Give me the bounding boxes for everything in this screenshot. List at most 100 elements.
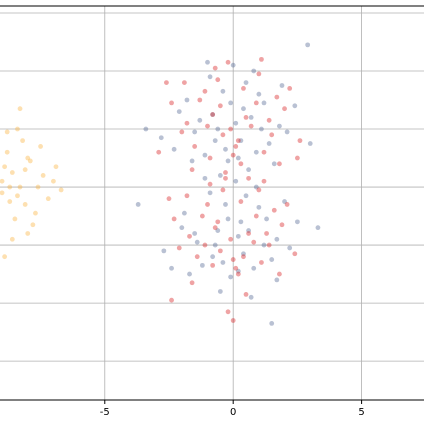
point: [30, 222, 36, 228]
point: [212, 138, 218, 144]
point: [264, 216, 269, 222]
point: [246, 228, 251, 233]
point: [58, 187, 64, 193]
point: [2, 254, 8, 260]
point: [158, 135, 164, 141]
point: [225, 59, 231, 65]
point: [228, 274, 234, 280]
point: [210, 262, 216, 268]
point: [225, 309, 231, 315]
point: [217, 289, 223, 294]
point: [15, 126, 20, 132]
point: [189, 167, 195, 173]
point: [35, 184, 41, 190]
point: [235, 138, 241, 144]
point: [197, 117, 203, 123]
point: [38, 144, 43, 149]
point: [192, 144, 198, 149]
point: [169, 297, 174, 303]
point: [241, 254, 246, 260]
point: [228, 100, 234, 106]
point: [207, 190, 213, 196]
point: [235, 233, 241, 239]
point: [271, 161, 277, 167]
point: [220, 132, 226, 138]
point: [253, 149, 259, 155]
point: [279, 83, 285, 88]
point: [251, 239, 257, 245]
point: [233, 265, 239, 271]
point: [282, 199, 287, 204]
point: [307, 141, 313, 146]
point: [22, 202, 28, 207]
x-tick-label: 5: [358, 407, 364, 418]
point: [25, 155, 31, 161]
point: [199, 262, 205, 268]
point: [210, 112, 216, 117]
point: [4, 149, 10, 155]
point: [228, 236, 234, 242]
point: [230, 257, 236, 262]
point: [261, 178, 267, 184]
point: [256, 91, 262, 97]
point: [246, 231, 251, 236]
grid: [0, 6, 424, 400]
point: [238, 138, 244, 144]
point: [274, 94, 280, 100]
point: [241, 85, 246, 91]
point: [135, 202, 141, 207]
point: [194, 254, 200, 260]
point: [235, 155, 241, 161]
point: [143, 126, 149, 132]
point: [187, 271, 192, 277]
point: [253, 184, 259, 190]
point: [297, 138, 303, 144]
point: [17, 106, 23, 112]
point: [9, 170, 15, 175]
point: [199, 213, 205, 219]
point: [210, 112, 216, 117]
point: [274, 236, 280, 242]
point: [161, 248, 167, 254]
point: [176, 109, 182, 115]
point: [225, 158, 231, 164]
point: [246, 167, 251, 173]
point: [179, 129, 185, 135]
point: [27, 158, 33, 164]
point: [238, 219, 244, 225]
point: [20, 138, 25, 144]
point: [256, 204, 262, 210]
point: [205, 123, 210, 129]
point: [166, 196, 172, 202]
point: [0, 190, 5, 196]
point: [253, 100, 259, 106]
point: [202, 88, 208, 94]
point: [248, 294, 254, 300]
point: [2, 164, 8, 170]
point: [233, 120, 239, 126]
point: [228, 126, 234, 132]
point: [269, 132, 275, 138]
point: [207, 155, 213, 161]
point: [274, 277, 280, 283]
point: [241, 106, 246, 112]
point: [282, 106, 287, 112]
point: [294, 155, 300, 161]
point: [261, 242, 267, 248]
point: [181, 80, 187, 85]
point: [212, 242, 218, 248]
point: [202, 242, 208, 248]
point: [266, 242, 272, 248]
point: [189, 158, 195, 164]
point: [233, 144, 239, 149]
point: [243, 115, 249, 120]
point: [179, 225, 185, 231]
point: [0, 178, 5, 184]
point: [305, 42, 311, 48]
point: [220, 187, 226, 193]
point: [171, 216, 177, 222]
point: [248, 123, 254, 129]
point: [187, 233, 192, 239]
point: [189, 280, 195, 286]
